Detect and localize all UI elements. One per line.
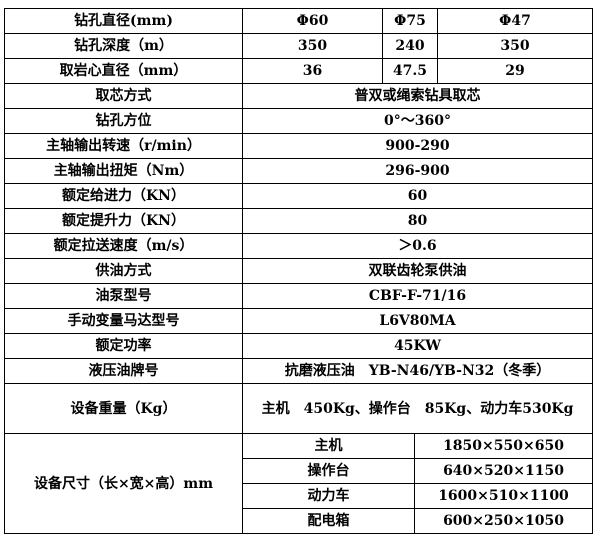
row-label: 额定给进力（KN） xyxy=(4,183,243,209)
row-label: 设备尺寸（长×宽×高）mm xyxy=(4,433,243,534)
table-row: 设备重量（Kg） 主机 450Kg、操作台 85Kg、动力车530Kg xyxy=(4,383,593,434)
cell-value: 双联齿轮泵供油 xyxy=(242,258,593,284)
row-label: 额定拉送速度（m/s） xyxy=(4,233,243,259)
cell-value: 普双或绳索钻具取芯 xyxy=(242,83,593,109)
row-label: 液压油牌号 xyxy=(4,358,243,384)
table-row: 额定拉送速度（m/s） ＞0.6 xyxy=(4,233,593,259)
cell-value: 36 xyxy=(242,58,383,84)
table-row: 主轴输出转速（r/min） 900-290 xyxy=(4,133,593,159)
table-row: 额定给进力（KN） 60 xyxy=(4,183,593,209)
row-label: 主轴输出扭矩（Nm） xyxy=(4,158,243,184)
row-label: 油泵型号 xyxy=(4,283,243,309)
table-row: 液压油牌号 抗磨液压油 YB-N46/YB-N32（冬季） xyxy=(4,358,593,384)
cell-value: L6V80MA xyxy=(242,308,593,334)
dimension-size: 1850×550×650 xyxy=(414,433,593,459)
cell-value: 0°～360° xyxy=(242,108,593,134)
table-row: 取芯方式 普双或绳索钻具取芯 xyxy=(4,83,593,109)
dimension-size: 640×520×1150 xyxy=(414,458,593,484)
table-row: 额定提升力（KN） 80 xyxy=(4,208,593,234)
cell-value: 296-900 xyxy=(242,158,593,184)
cell-value: 60 xyxy=(242,183,593,209)
cell-value: ＞0.6 xyxy=(242,233,593,259)
row-label: 钻孔深度（m） xyxy=(4,33,243,59)
table-row: 手动变量马达型号 L6V80MA xyxy=(4,308,593,334)
row-label: 取芯方式 xyxy=(4,83,243,109)
table-row: 配电箱 600×250×1050 xyxy=(5,508,593,534)
row-label: 设备重量（Kg） xyxy=(4,383,243,434)
row-label: 钻孔方位 xyxy=(4,108,243,134)
row-label: 供油方式 xyxy=(4,258,243,284)
table-row: 钻孔直径(mm) Φ60 Φ75 Φ47 xyxy=(4,8,593,34)
dimension-name: 动力车 xyxy=(242,483,415,509)
row-label: 额定提升力（KN） xyxy=(4,208,243,234)
row-label: 主轴输出转速（r/min） xyxy=(4,133,243,159)
cell-value: Φ60 xyxy=(242,8,383,34)
spec-table: 钻孔直径(mm) Φ60 Φ75 Φ47 钻孔深度（m） 350 240 350… xyxy=(4,8,593,534)
row-label: 手动变量马达型号 xyxy=(4,308,243,334)
dimension-size: 1600×510×1100 xyxy=(414,483,593,509)
cell-value: 80 xyxy=(242,208,593,234)
table-row: 设备尺寸（长×宽×高）mm 主机 1850×550×650 xyxy=(4,433,593,534)
dimension-size: 600×250×1050 xyxy=(414,508,593,534)
cell-value: 29 xyxy=(437,58,593,84)
cell-value: 主机 450Kg、操作台 85Kg、动力车530Kg xyxy=(242,383,593,434)
cell-value: Φ75 xyxy=(382,8,438,34)
table-row: 操作台 640×520×1150 xyxy=(5,458,593,484)
dimension-name: 主机 xyxy=(242,433,415,459)
cell-value: 抗磨液压油 YB-N46/YB-N32（冬季） xyxy=(242,358,593,384)
row-label: 取岩心直径（mm） xyxy=(4,58,243,84)
table-row: 动力车 1600×510×1100 xyxy=(5,483,593,509)
table-row: 钻孔深度（m） 350 240 350 xyxy=(4,33,593,59)
table-row: 取岩心直径（mm） 36 47.5 29 xyxy=(4,58,593,84)
table-row: 供油方式 双联齿轮泵供油 xyxy=(4,258,593,284)
row-label: 钻孔直径(mm) xyxy=(4,8,243,34)
table-row: 油泵型号 CBF-F-71/16 xyxy=(4,283,593,309)
dimension-name: 配电箱 xyxy=(242,508,415,534)
cell-value: 240 xyxy=(382,33,438,59)
cell-value: 900-290 xyxy=(242,133,593,159)
row-label: 额定功率 xyxy=(4,333,243,359)
cell-value: 350 xyxy=(437,33,593,59)
dimension-name: 操作台 xyxy=(242,458,415,484)
cell-value: 350 xyxy=(242,33,383,59)
table-row: 钻孔方位 0°～360° xyxy=(4,108,593,134)
cell-value: 45KW xyxy=(242,333,593,359)
cell-value: CBF-F-71/16 xyxy=(242,283,593,309)
cell-value: 47.5 xyxy=(382,58,438,84)
table-row: 额定功率 45KW xyxy=(4,333,593,359)
cell-value: Φ47 xyxy=(437,8,593,34)
table-row: 主轴输出扭矩（Nm） 296-900 xyxy=(4,158,593,184)
